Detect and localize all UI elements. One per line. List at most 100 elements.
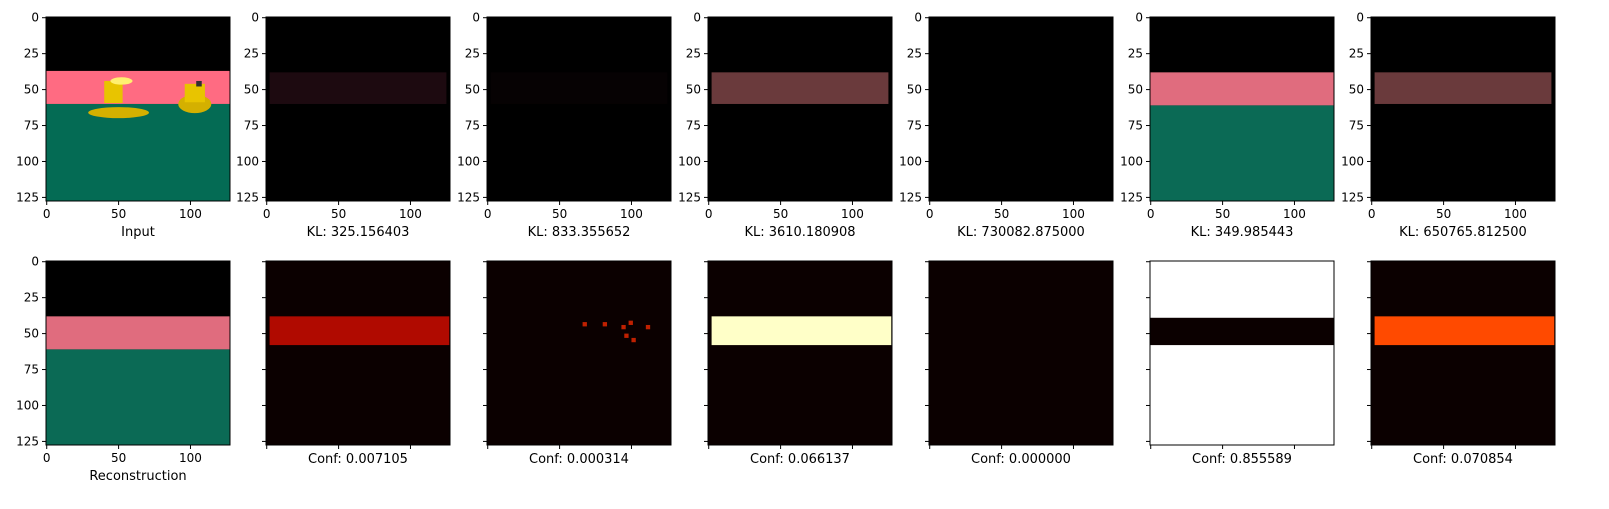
image-background bbox=[1371, 17, 1555, 201]
y-tick-label: 75 bbox=[24, 119, 39, 133]
y-tick-label: 100 bbox=[678, 154, 701, 168]
y-tick-label: 100 bbox=[457, 154, 480, 168]
panel-caption: Reconstruction bbox=[89, 469, 186, 484]
y-tick-label: 50 bbox=[907, 83, 922, 97]
axes-frame bbox=[45, 16, 231, 202]
x-tick-label: 50 bbox=[994, 207, 1009, 221]
x-tick-label: 50 bbox=[552, 207, 567, 221]
panel-1-1: 0 50 100 0 25 50 75 100 125 Input bbox=[16, 11, 231, 240]
panel-caption: Conf: 0.000314 bbox=[529, 452, 629, 467]
axes-frame bbox=[707, 16, 893, 202]
y-tick-label: 50 bbox=[1128, 83, 1143, 97]
image-background bbox=[487, 261, 671, 445]
mask-speckle bbox=[645, 324, 651, 330]
y-tick-label: 50 bbox=[24, 83, 39, 97]
y-tick-label: 0 bbox=[31, 255, 39, 269]
y-tick-label: 125 bbox=[457, 190, 480, 204]
x-tick-label: 0 bbox=[705, 207, 713, 221]
x-tick-label: 0 bbox=[43, 451, 51, 465]
panel-caption: Conf: 0.000000 bbox=[971, 452, 1071, 467]
panel-caption: Conf: 0.855589 bbox=[1192, 452, 1292, 467]
axes-frame bbox=[1149, 260, 1335, 446]
image-region-green bbox=[1150, 105, 1334, 201]
y-tick-label: 100 bbox=[899, 154, 922, 168]
mask-band bbox=[269, 316, 450, 346]
image-background bbox=[266, 17, 450, 201]
image-background bbox=[487, 17, 671, 201]
panel-caption: KL: 3610.180908 bbox=[744, 225, 855, 240]
image-background bbox=[1371, 261, 1555, 445]
panel-1-6: 0 50 100 0 25 50 75 100 125 KL: 349.985443 bbox=[1120, 11, 1335, 240]
x-tick-label: 100 bbox=[179, 207, 202, 221]
axes-frame bbox=[45, 260, 231, 446]
panel-caption: Conf: 0.070854 bbox=[1413, 452, 1513, 467]
y-tick-label: 25 bbox=[244, 47, 259, 61]
y-tick-label: 25 bbox=[1128, 47, 1143, 61]
x-tick-label: 100 bbox=[620, 207, 643, 221]
panel-1-7: 0 50 100 0 25 50 75 100 125 KL: 650765.812500 bbox=[1341, 11, 1556, 240]
axes-frame bbox=[1370, 16, 1556, 202]
y-tick-label: 75 bbox=[686, 119, 701, 133]
panel-2-4: Conf: 0.066137 bbox=[704, 260, 893, 467]
panel-caption: Conf: 0.066137 bbox=[750, 452, 850, 467]
y-tick-label: 100 bbox=[1120, 154, 1143, 168]
mask-speckle bbox=[621, 324, 626, 330]
y-tick-label: 50 bbox=[244, 83, 259, 97]
x-tick-label: 0 bbox=[926, 207, 934, 221]
y-tick-label: 75 bbox=[465, 119, 480, 133]
x-tick-label: 100 bbox=[399, 207, 422, 221]
image-region-green bbox=[46, 103, 230, 201]
panel-2-5: Conf: 0.000000 bbox=[925, 260, 1114, 467]
image-band bbox=[269, 72, 447, 104]
panel-caption: Input bbox=[121, 225, 155, 240]
panel-caption: KL: 650765.812500 bbox=[1399, 225, 1527, 240]
y-tick-label: 25 bbox=[907, 47, 922, 61]
y-tick-label: 125 bbox=[899, 190, 922, 204]
axes-frame bbox=[265, 16, 451, 202]
y-tick-label: 0 bbox=[693, 11, 701, 25]
axes-frame bbox=[486, 16, 672, 202]
x-tick-label: 100 bbox=[1062, 207, 1085, 221]
axes-frame bbox=[707, 260, 893, 446]
axes-frame bbox=[265, 260, 451, 446]
image-background bbox=[929, 261, 1113, 445]
panel-caption: Conf: 0.007105 bbox=[308, 452, 408, 467]
image-background bbox=[266, 261, 450, 445]
image-region-pink bbox=[46, 316, 230, 350]
panel-1-4: 0 50 100 0 25 50 75 100 125 KL: 3610.180908 bbox=[678, 11, 893, 240]
panel-1-3: 0 50 100 0 25 50 75 100 125 KL: 833.355652 bbox=[457, 11, 672, 240]
image-background bbox=[929, 17, 1113, 201]
x-tick-label: 100 bbox=[1283, 207, 1306, 221]
image-band bbox=[1374, 72, 1552, 104]
y-tick-label: 100 bbox=[236, 154, 259, 168]
x-tick-label: 50 bbox=[1436, 207, 1451, 221]
x-tick-label: 50 bbox=[111, 451, 126, 465]
mask-band bbox=[711, 316, 892, 346]
y-tick-label: 125 bbox=[1120, 190, 1143, 204]
mask-band bbox=[1374, 316, 1555, 346]
panel-2-1: 0 50 100 0 25 50 75 100 125 Reconstruction bbox=[16, 255, 231, 484]
panel-caption: KL: 325.156403 bbox=[307, 225, 410, 240]
x-tick-label: 0 bbox=[484, 207, 492, 221]
y-tick-label: 50 bbox=[1349, 83, 1364, 97]
axes-frame bbox=[928, 260, 1114, 446]
y-tick-label: 125 bbox=[1341, 190, 1364, 204]
x-tick-label: 50 bbox=[331, 207, 346, 221]
mask-speckle bbox=[602, 322, 608, 327]
hat-band bbox=[196, 80, 202, 87]
panel-2-3: Conf: 0.000314 bbox=[483, 260, 672, 467]
panel-caption: KL: 730082.875000 bbox=[957, 225, 1085, 240]
axes-frame bbox=[1149, 16, 1335, 202]
panel-2-6: Conf: 0.855589 bbox=[1146, 260, 1335, 467]
y-tick-label: 100 bbox=[1341, 154, 1364, 168]
image-region-pink bbox=[1150, 72, 1334, 106]
y-tick-label: 0 bbox=[1356, 11, 1364, 25]
axes-frame bbox=[486, 260, 672, 446]
x-tick-label: 0 bbox=[1368, 207, 1376, 221]
y-tick-label: 125 bbox=[236, 190, 259, 204]
y-tick-label: 75 bbox=[244, 119, 259, 133]
hat-crown bbox=[184, 83, 205, 103]
panel-caption: KL: 833.355652 bbox=[528, 225, 631, 240]
x-tick-label: 0 bbox=[263, 207, 271, 221]
